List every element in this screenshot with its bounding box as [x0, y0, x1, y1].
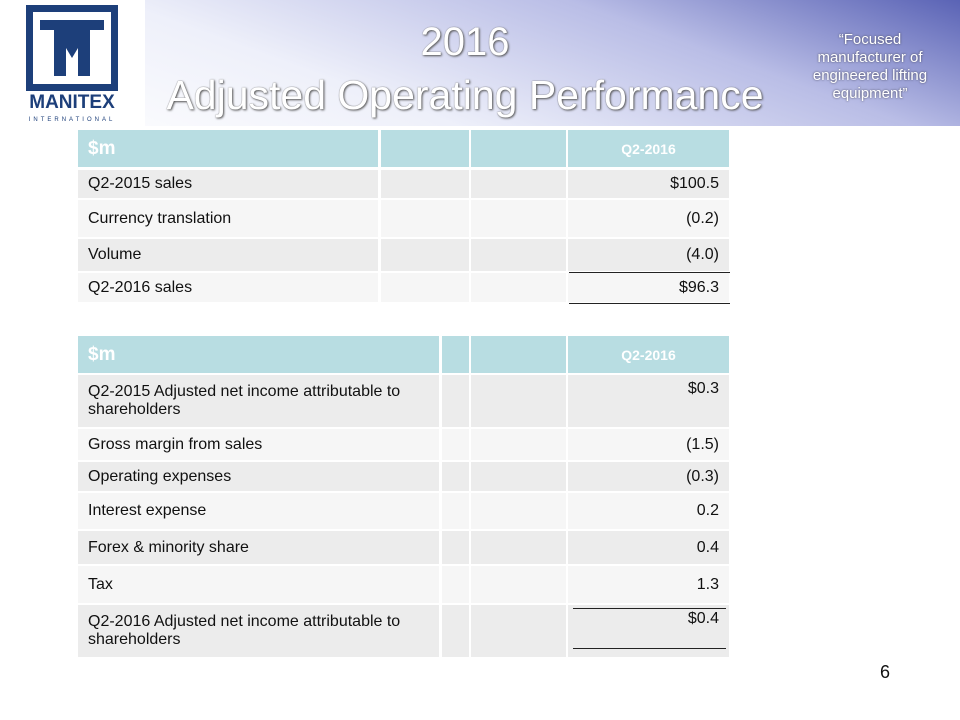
row-value: (4.0): [568, 239, 729, 271]
row-value: (0.3): [568, 462, 729, 491]
row-label: Q2-2015 sales: [78, 170, 378, 198]
cell: [442, 462, 469, 491]
header-cell: $m: [78, 336, 439, 373]
row-label: Operating expenses: [78, 462, 439, 491]
cell: [471, 375, 566, 427]
underline: [573, 648, 726, 649]
cell: [471, 429, 566, 460]
cell: [471, 273, 566, 302]
logo-sub: INTERNATIONAL: [29, 117, 116, 123]
row-value: 1.3: [568, 566, 729, 603]
row-value: (0.2): [568, 200, 729, 237]
cell: [471, 566, 566, 603]
cell: [442, 429, 469, 460]
logo-name: MANITEX: [29, 92, 115, 113]
header-cell: [442, 336, 469, 373]
underline: [569, 272, 730, 273]
underline: [569, 303, 730, 304]
banner: [0, 0, 960, 126]
header-cell: [471, 336, 566, 373]
row-value: $96.3: [568, 273, 729, 302]
cell: [471, 462, 566, 491]
row-label: Forex & minority share: [78, 531, 439, 564]
cell: [442, 605, 469, 657]
title: Adjusted Operating Performance: [166, 72, 764, 118]
page-number: 6: [880, 662, 891, 682]
header-cell: Q2-2016: [568, 130, 729, 167]
cell: [442, 375, 469, 427]
row-value: 0.2: [568, 493, 729, 529]
row-value: 0.4: [568, 531, 729, 564]
cell: [442, 531, 469, 564]
header-cell: Q2-2016: [568, 336, 729, 373]
row-label: Currency translation: [78, 200, 378, 237]
cell: [381, 200, 469, 237]
row-label: Q2-2015 Adjusted net income attributable…: [78, 375, 439, 427]
cell: [381, 239, 469, 271]
cell: [471, 239, 566, 271]
underline: [573, 608, 726, 609]
tagline: “Focused manufacturer of engineered lift…: [812, 31, 928, 102]
row-value: $0.4: [568, 605, 729, 657]
logo-graphic: MANITEX INTERNATIONAL: [26, 5, 118, 123]
row-value: $100.5: [568, 170, 729, 198]
logo: MANITEX INTERNATIONAL: [0, 0, 145, 126]
cell: [381, 273, 469, 302]
row-label: Interest expense: [78, 493, 439, 529]
row-label: Gross margin from sales: [78, 429, 439, 460]
cell: [471, 493, 566, 529]
header-cell: [471, 130, 566, 167]
row-label: Q2-2016 Adjusted net income attributable…: [78, 605, 439, 657]
header-cell: [381, 130, 469, 167]
row-value: (1.5): [568, 429, 729, 460]
cell: [471, 605, 566, 657]
row-label: Volume: [78, 239, 378, 271]
cell: [471, 200, 566, 237]
cell: [471, 170, 566, 198]
row-label: Q2-2016 sales: [78, 273, 378, 302]
cell: [442, 566, 469, 603]
title: 2016: [420, 20, 510, 64]
cell: [442, 493, 469, 529]
header-cell: $m: [78, 130, 378, 167]
row-label: Tax: [78, 566, 439, 603]
cell: [381, 170, 469, 198]
cell: [471, 531, 566, 564]
row-value: $0.3: [568, 375, 729, 427]
